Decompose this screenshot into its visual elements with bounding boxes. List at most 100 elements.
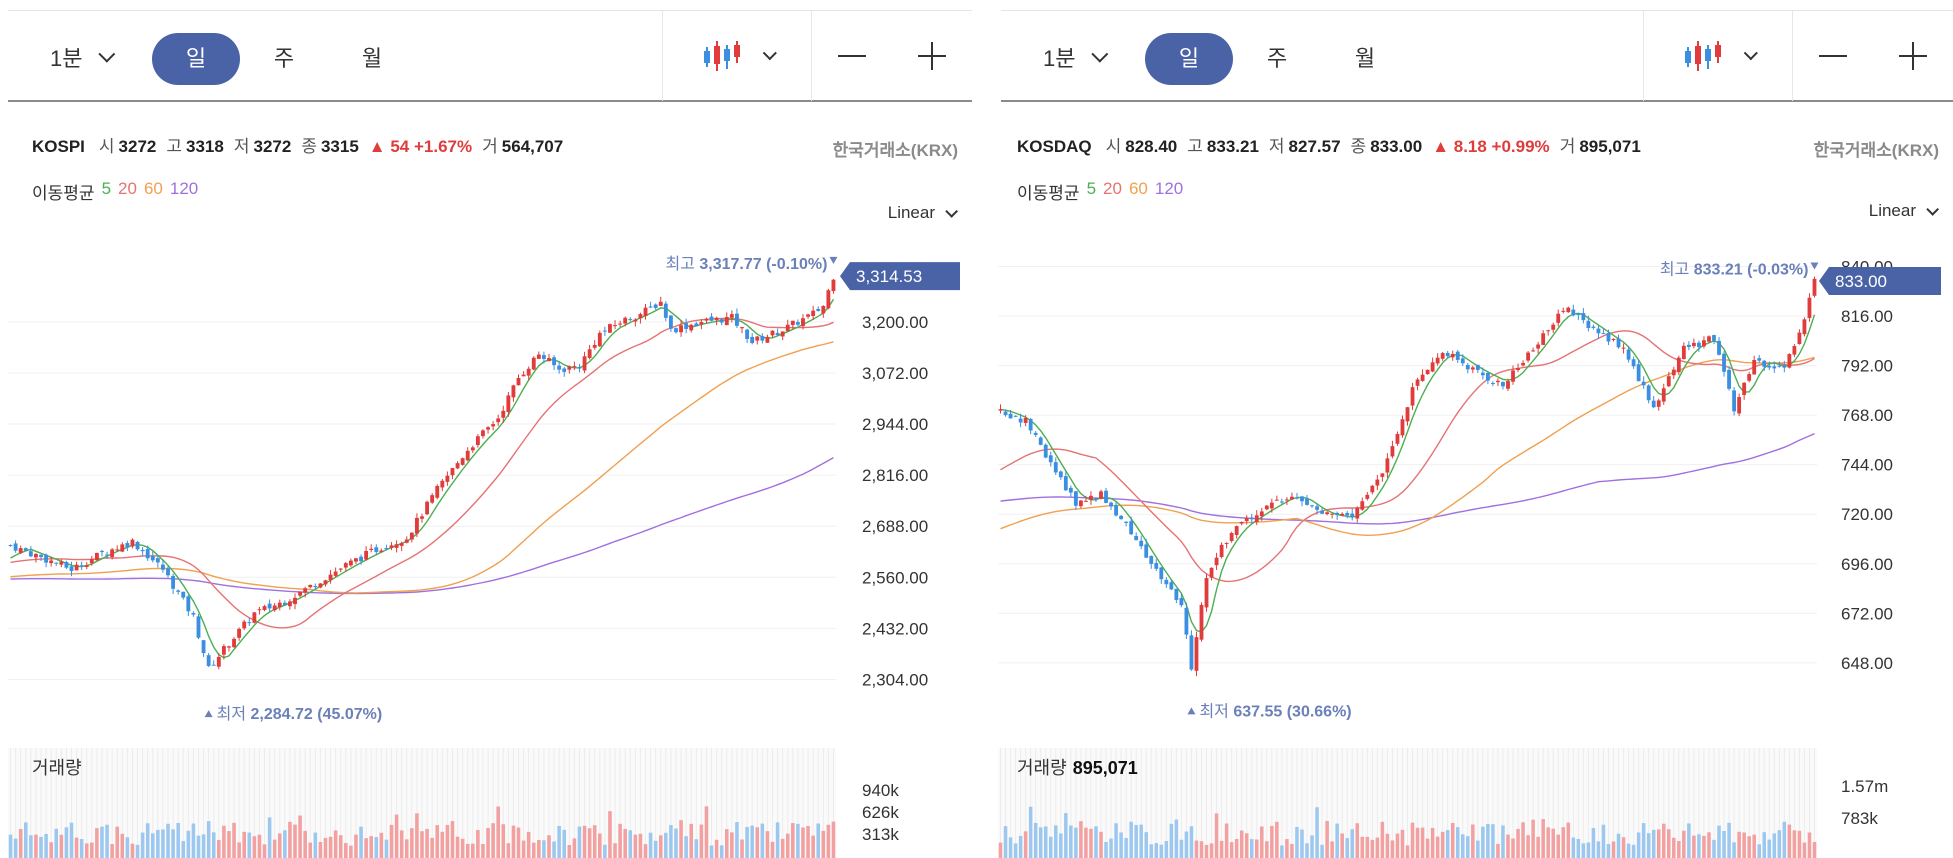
ma-60: 60: [143, 179, 163, 198]
candle-body: [8, 545, 13, 547]
interval-dropdown[interactable]: 1분: [50, 41, 116, 73]
volume-bar: [181, 841, 186, 858]
candle-body: [689, 324, 694, 331]
candle-body: [201, 640, 206, 654]
volume-bar: [1028, 806, 1033, 858]
zoom-out-button[interactable]: [812, 11, 892, 101]
volume-bar: [1521, 822, 1525, 858]
volume-bar: [191, 823, 196, 858]
volume-bar: [435, 825, 440, 858]
tab-month[interactable]: 월: [361, 46, 383, 71]
zoom-in-button[interactable]: [1873, 11, 1953, 101]
volume-bar: [1752, 834, 1756, 858]
close-value: 3315: [320, 137, 359, 156]
volume-bar: [618, 823, 622, 858]
ma120-line: [1000, 433, 1815, 525]
open-label: 시: [1105, 137, 1122, 156]
candle-body: [120, 544, 125, 552]
volume-bar: [1626, 843, 1631, 858]
candle-body: [1114, 505, 1118, 516]
tab-week[interactable]: 주: [1266, 46, 1288, 71]
ma-60: 60: [1128, 179, 1148, 198]
volume-bar: [674, 828, 678, 858]
volume-bar: [638, 833, 643, 858]
candle-body: [1219, 544, 1224, 557]
volume-bar: [1757, 844, 1761, 858]
y-tick-label: 2,944.00: [862, 415, 928, 434]
volume-bar: [1531, 819, 1535, 858]
candle-body: [1802, 319, 1807, 335]
candle-body: [1305, 498, 1309, 505]
volume-bar: [1687, 823, 1691, 858]
price-chart[interactable]: 840.00816.00792.00768.00744.00720.00696.…: [993, 0, 1953, 858]
low-label: 저: [1268, 137, 1285, 156]
volume-bar: [1385, 833, 1390, 858]
volume-bar: [1621, 837, 1626, 858]
volume-bar: [1305, 843, 1309, 858]
volume-bar: [186, 830, 191, 858]
volume-bar: [1275, 821, 1279, 858]
candle-body: [1078, 500, 1083, 507]
chart-type-dropdown[interactable]: [662, 11, 812, 101]
candle-body: [465, 450, 470, 461]
tab-month[interactable]: 월: [1354, 46, 1376, 71]
candle-body: [1742, 382, 1747, 395]
candle-body: [795, 322, 800, 325]
candle-body: [110, 549, 115, 557]
tab-day[interactable]: 일: [152, 33, 240, 85]
volume-bar: [1345, 838, 1349, 858]
chart-type-dropdown[interactable]: [1643, 11, 1793, 101]
volume-bar: [806, 825, 810, 858]
volume-bar: [1008, 837, 1013, 858]
ma-120: 120: [1154, 179, 1184, 198]
candle-body: [1807, 297, 1812, 318]
candle-body: [765, 336, 770, 343]
ma20-line: [10, 317, 834, 629]
candle-body: [1179, 597, 1184, 606]
volume-bar: [1335, 823, 1339, 858]
volume-bar: [201, 834, 206, 858]
volume-bar: [1370, 839, 1375, 858]
candle-body: [521, 374, 526, 377]
volume-bar: [658, 835, 663, 858]
volume-bar: [1556, 834, 1560, 858]
candle-body: [1365, 494, 1370, 499]
tab-day[interactable]: 일: [1145, 33, 1233, 85]
change-value: ▲ 54 +1.67%: [368, 137, 473, 156]
candle-body: [232, 638, 236, 648]
price-chart[interactable]: 3,200.00 3,072.00 2,944.00 2,816.00 2,688.00…: [0, 0, 972, 858]
zoom-out-button[interactable]: [1793, 11, 1873, 101]
volume-bar: [1089, 828, 1093, 858]
volume-bar: [1576, 838, 1581, 858]
interval-dropdown[interactable]: 1분: [1043, 41, 1109, 73]
volume-bar: [1043, 826, 1048, 858]
volume-bar: [1325, 820, 1329, 858]
volume-bar: [156, 829, 160, 858]
candle-body: [1264, 505, 1269, 510]
candle-body: [531, 357, 536, 370]
y-tick-label: 672.00: [1841, 604, 1893, 623]
candle-body: [1697, 342, 1701, 347]
candle-body: [1234, 526, 1239, 535]
volume-bar: [496, 806, 500, 858]
candle-body: [1681, 345, 1686, 360]
volume-bar: [719, 845, 724, 858]
scale-dropdown[interactable]: Linear: [888, 203, 958, 223]
candle-body: [633, 319, 638, 322]
candle-body: [1184, 607, 1189, 635]
volume-bar: [257, 834, 262, 858]
candle-body: [389, 545, 394, 549]
candle-body: [1043, 444, 1048, 458]
candle-body: [1747, 374, 1752, 381]
scale-dropdown[interactable]: Linear: [1869, 201, 1939, 221]
tab-week[interactable]: 주: [273, 46, 295, 71]
volume-bar: [1209, 843, 1214, 858]
volume-bar: [283, 830, 287, 858]
volume-bar: [1400, 829, 1405, 858]
candle-body: [1269, 502, 1274, 509]
zoom-in-button[interactable]: [892, 11, 972, 101]
candle-body: [59, 561, 64, 565]
volume-bar: [18, 828, 23, 858]
candle-body: [1355, 507, 1360, 519]
candle-body: [597, 332, 602, 347]
